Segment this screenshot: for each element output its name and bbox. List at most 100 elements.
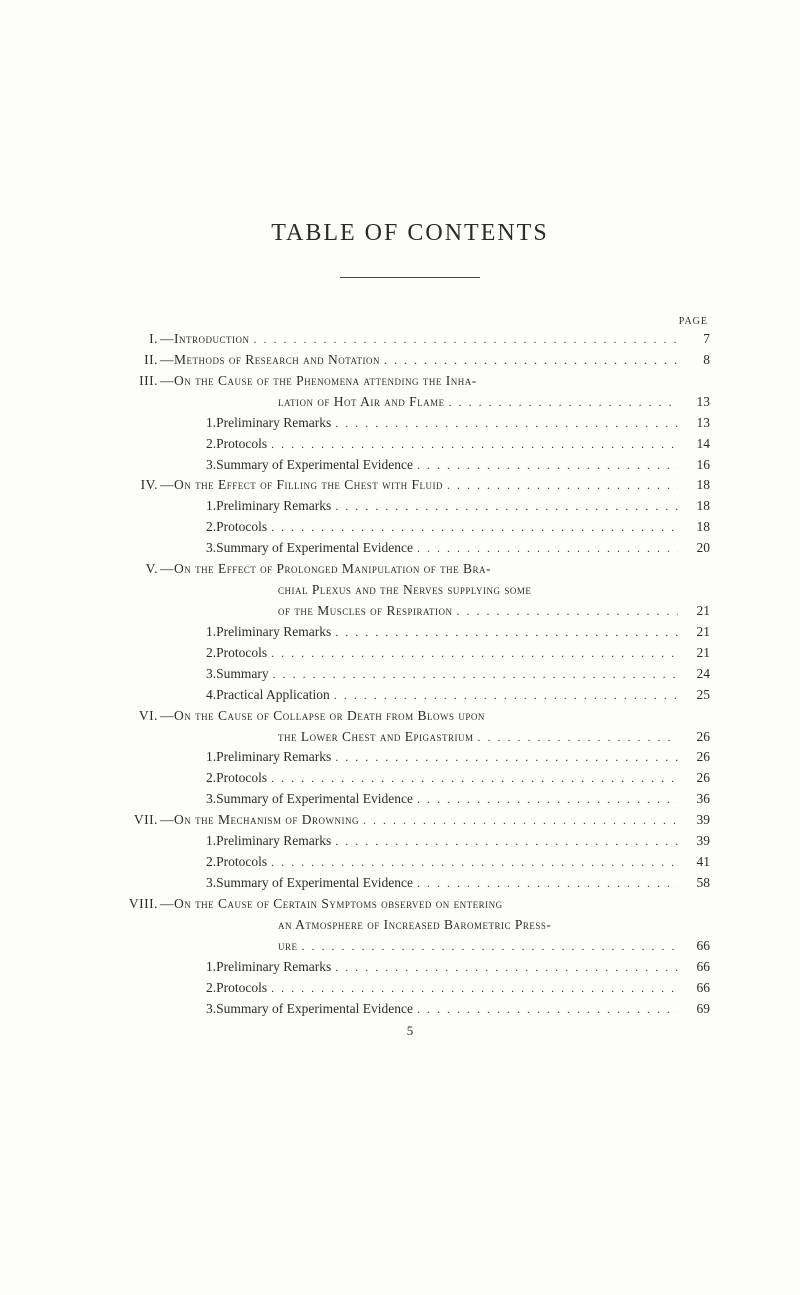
toc-row: VII.—On the Mechanism of Drowning39 [110,810,710,831]
toc-row: 2. Protocols41 [110,852,710,873]
toc-section-head: —On the Cause of Collapse or Death from … [160,708,485,723]
toc-sub-number: 2. [110,852,216,873]
toc-sub-number: 3. [110,538,216,559]
toc-sub-text: Preliminary Remarks [216,496,331,517]
toc-leader-dots [254,330,679,349]
toc-page-number: 18 [682,517,710,538]
toc-page-number: 41 [682,852,710,873]
toc-roman-numeral: II. [110,350,160,371]
toc-sub-number: 4. [110,685,216,706]
toc-section-head: —On the Mechanism of Drowning [160,812,359,827]
toc-continuation: of the Muscles of Respiration [110,601,453,622]
toc-leader-dots [478,728,679,747]
toc-section-head: —On the Effect of Prolonged Manipulation… [160,561,491,576]
toc-roman-numeral: V. [110,559,160,580]
toc-page-number: 26 [682,747,710,768]
toc-leader-dots [417,539,678,558]
toc-row: 1. Preliminary Remarks39 [110,831,710,852]
toc-leader-dots [271,518,678,537]
toc-row: 3. Summary of Experimental Evidence58 [110,873,710,894]
toc-sub-number: 3. [110,789,216,810]
toc-roman-numeral: III. [110,371,160,392]
toc-page-number: 24 [682,664,710,685]
footer-page-number: 5 [110,1023,710,1039]
toc-leader-dots [449,393,678,412]
toc-row: VI.—On the Cause of Collapse or Death fr… [110,706,710,727]
toc-sub-number: 1. [110,622,216,643]
toc-section-lead: VII.—On the Mechanism of Drowning [110,810,359,831]
toc-sub-text: Protocols [216,643,267,664]
toc-page-number: 16 [682,455,710,476]
toc-page-number: 14 [682,434,710,455]
toc-leader-dots [271,435,678,454]
toc-section-head: —On the Effect of Filling the Chest with… [160,477,443,492]
toc-row: lation of Hot Air and Flame 13 [110,392,710,413]
toc-sub-number: 1. [110,957,216,978]
toc-continuation: the Lower Chest and Epigastrium [110,727,474,748]
toc-row: 2. Protocols26 [110,768,710,789]
toc-leader-dots [384,351,678,370]
toc-roman-numeral: VI. [110,706,160,727]
toc-section-lead: III.—On the Cause of the Phenomena atten… [110,371,477,392]
toc-sub-text: Protocols [216,768,267,789]
toc-leader-dots [335,748,678,767]
toc-sub-text: Summary of Experimental Evidence [216,873,413,894]
page: TABLE OF CONTENTS PAGE I.—Introduction7I… [0,0,800,1295]
toc-row: the Lower Chest and Epigastrium 26 [110,727,710,748]
toc-leader-dots [417,874,678,893]
toc-leader-dots [302,937,679,956]
toc-page-number: 26 [682,727,710,748]
toc-section-lead: II.—Methods of Research and Notation [110,350,380,371]
toc-section-head: —Introduction [160,331,250,346]
toc-row: IV.—On the Effect of Filling the Chest w… [110,475,710,496]
toc-leader-dots [334,686,678,705]
toc-sub-text: Practical Application [216,685,330,706]
toc-sub-text: Protocols [216,978,267,999]
toc-section-head: —Methods of Research and Notation [160,352,380,367]
toc-section-lead: IV.—On the Effect of Filling the Chest w… [110,475,443,496]
toc-sub-text: Protocols [216,517,267,538]
toc-page-number: 13 [682,392,710,413]
table-of-contents: I.—Introduction7II.—Methods of Research … [110,329,710,1019]
toc-row: 4. Practical Application 25 [110,685,710,706]
toc-row: 3. Summary of Experimental Evidence69 [110,999,710,1020]
toc-page-number: 25 [682,685,710,706]
toc-continuation: chial Plexus and the Nerves supplying so… [110,580,531,601]
toc-sub-text: Summary [216,664,269,685]
toc-sub-text: Preliminary Remarks [216,622,331,643]
toc-row: ure66 [110,936,710,957]
toc-row: V.—On the Effect of Prolonged Manipulati… [110,559,710,580]
title-rule [340,277,480,278]
toc-leader-dots [417,790,678,809]
toc-sub-number: 1. [110,413,216,434]
toc-continuation: lation of Hot Air and Flame [110,392,445,413]
toc-row: 3. Summary of Experimental Evidence 36 [110,789,710,810]
toc-leader-dots [271,979,678,998]
toc-sub-text: Summary of Experimental Evidence [216,999,413,1020]
toc-page-number: 18 [682,496,710,517]
toc-leader-dots [447,476,678,495]
toc-row: 3. Summary of Experimental Evidence16 [110,455,710,476]
toc-section-lead: VI.—On the Cause of Collapse or Death fr… [110,706,485,727]
toc-row: III.—On the Cause of the Phenomena atten… [110,371,710,392]
toc-sub-number: 1. [110,496,216,517]
toc-leader-dots [417,456,678,475]
toc-sub-text: Preliminary Remarks [216,747,331,768]
toc-row: of the Muscles of Respiration 21 [110,601,710,622]
toc-page-number: 36 [682,789,710,810]
toc-leader-dots [335,832,678,851]
toc-row: 1. Preliminary Remarks 18 [110,496,710,517]
toc-sub-text: Preliminary Remarks [216,831,331,852]
toc-section-lead: VIII.—On the Cause of Certain Symptoms o… [110,894,503,915]
toc-page-number: 39 [682,831,710,852]
toc-row: an Atmosphere of Increased Barometric Pr… [110,915,710,936]
toc-leader-dots [271,853,678,872]
toc-sub-number: 1. [110,747,216,768]
toc-sub-number: 3. [110,999,216,1020]
toc-page-number: 58 [682,873,710,894]
toc-sub-text: Summary of Experimental Evidence [216,789,413,810]
toc-sub-text: Preliminary Remarks [216,413,331,434]
toc-sub-text: Preliminary Remarks [216,957,331,978]
toc-section-lead: V.—On the Effect of Prolonged Manipulati… [110,559,491,580]
toc-page-number: 21 [682,601,710,622]
